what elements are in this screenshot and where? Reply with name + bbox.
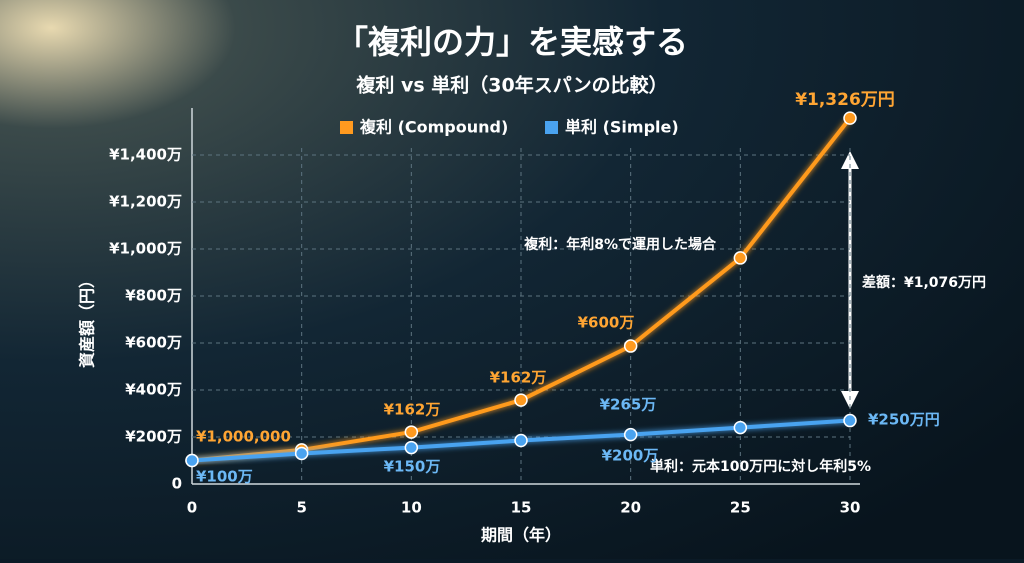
x-tick-label: 0 <box>187 499 197 517</box>
data-point <box>733 420 748 435</box>
annotation: ¥100万 <box>196 468 253 486</box>
annotation: ¥250万円 <box>868 411 940 429</box>
data-point <box>843 111 857 125</box>
y-tick-label: 0 <box>172 475 182 493</box>
data-point <box>733 251 748 265</box>
annotation: ¥162万 <box>490 369 547 387</box>
annotation: ¥200万 <box>602 447 659 465</box>
annotation: ¥1,326万円 <box>795 90 895 110</box>
data-point <box>404 425 419 439</box>
data-point <box>404 440 419 455</box>
annotation: ¥265万 <box>600 396 657 414</box>
chart-subtitle: 複利 vs 単利（30年スパンの比較） <box>355 74 667 97</box>
legend-swatch <box>545 121 558 134</box>
legend-label: 複利 (Compound) <box>359 118 508 137</box>
x-tick-label: 25 <box>730 499 751 517</box>
annotation: ¥1,000,000 <box>196 428 291 446</box>
y-tick-label: ¥400万 <box>125 381 182 399</box>
legend-swatch <box>340 121 353 134</box>
data-point <box>623 339 638 353</box>
x-tick-label: 20 <box>620 499 641 517</box>
y-tick-label: ¥1,400万 <box>109 146 182 164</box>
x-tick-label: 5 <box>296 499 306 517</box>
y-tick-label: ¥600万 <box>125 334 182 352</box>
y-axis-label: 資産額（円） <box>78 272 97 368</box>
annotation: 単利：元本100万円に対し年利5% <box>650 458 871 475</box>
annotation: 複利：年利8%で運用した場合 <box>523 236 717 253</box>
x-axis-label: 期間（年） <box>481 526 561 545</box>
x-tick-label: 30 <box>840 499 861 517</box>
chart-title: 「複利の力」を実感する <box>336 23 688 61</box>
annotation: ¥150万 <box>384 458 441 476</box>
y-tick-label: ¥1,200万 <box>109 193 182 211</box>
y-tick-label: ¥1,000万 <box>109 240 182 258</box>
data-point <box>843 413 857 428</box>
data-point <box>514 433 528 448</box>
annotation: 差額：¥1,076万円 <box>862 274 986 291</box>
data-point <box>185 453 199 468</box>
y-tick-label: ¥800万 <box>125 287 182 305</box>
data-point <box>514 393 528 407</box>
annotation: ¥162万 <box>384 401 441 419</box>
x-tick-label: 10 <box>401 499 422 517</box>
data-point <box>623 427 638 442</box>
data-point <box>294 446 309 461</box>
annotation: ¥600万 <box>578 314 635 332</box>
x-tick-label: 15 <box>511 499 532 517</box>
y-tick-label: ¥200万 <box>125 428 182 446</box>
legend-label: 単利 (Simple) <box>565 118 679 137</box>
